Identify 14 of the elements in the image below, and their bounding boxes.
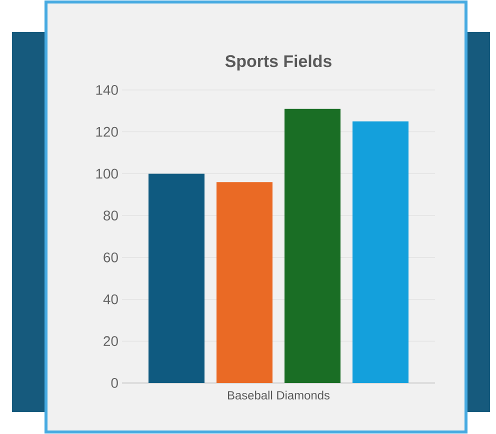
- y-tick-label: 0: [111, 378, 118, 388]
- y-tick-label: 140: [96, 85, 118, 95]
- x-tick-label: Baseball Diamonds: [228, 390, 330, 400]
- bar: [216, 182, 273, 383]
- y-tick-label: 60: [104, 252, 118, 262]
- bar: [148, 174, 205, 383]
- chart-title: Sports Fields: [225, 54, 332, 70]
- bar: [352, 121, 409, 383]
- y-tick-label: 40: [103, 294, 118, 304]
- bar: [284, 108, 341, 383]
- y-tick-label: 100: [96, 168, 118, 179]
- y-tick-label: 20: [104, 336, 118, 346]
- y-tick-label: 120: [96, 126, 118, 137]
- y-tick-label: 80: [104, 210, 118, 220]
